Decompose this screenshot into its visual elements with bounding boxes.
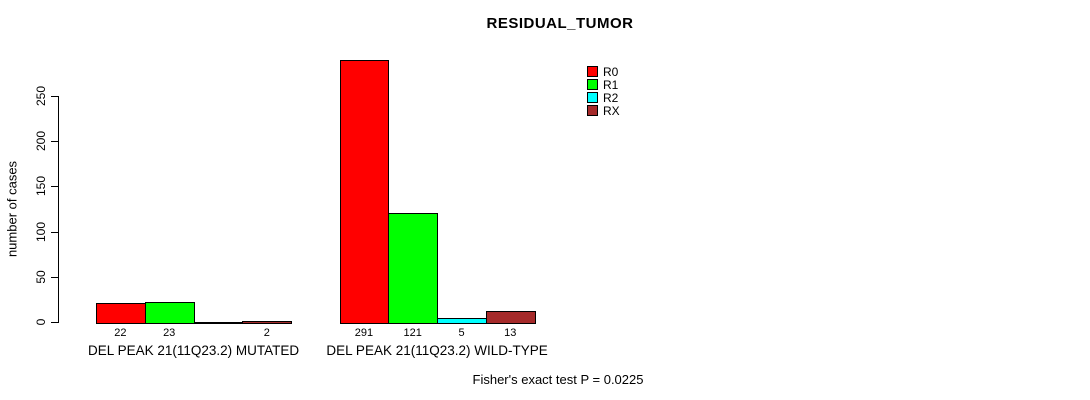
legend-item-r0: R0 [587, 65, 620, 78]
legend-swatch-r2 [587, 92, 598, 103]
x-axis-group-label: DEL PEAK 21(11Q23.2) WILD-TYPE [326, 343, 548, 358]
bar-r1-group1 [144, 302, 195, 324]
y-axis-tick [51, 322, 58, 323]
bar-rx-group2 [485, 311, 536, 324]
legend-item-rx: RX [587, 104, 620, 117]
bar-r2-group2 [437, 318, 487, 324]
legend-label: R0 [603, 64, 619, 79]
bar-value-label: 13 [504, 327, 517, 339]
bar-value-label: 5 [458, 327, 465, 339]
x-axis-group-label: DEL PEAK 21(11Q23.2) MUTATED [88, 343, 300, 358]
y-axis-tick [51, 276, 58, 278]
bar-r0-group2 [339, 59, 390, 324]
legend-label: R2 [603, 90, 619, 105]
bar-r0-group1 [96, 303, 146, 324]
y-axis-tick-label: 150 [34, 176, 48, 197]
legend-item-r2: R2 [587, 91, 620, 104]
legend: R0 R1 R2 RX [587, 65, 620, 117]
bar-value-label: 23 [163, 327, 176, 339]
y-axis-tick-label: 50 [34, 270, 48, 284]
y-axis-tick-label: 250 [34, 85, 48, 106]
chart-title: RESIDUAL_TUMOR [486, 15, 634, 32]
y-axis-tick [51, 231, 58, 233]
bar-value-label: 2 [263, 327, 270, 339]
y-axis-tick [51, 95, 58, 97]
bar-value-label: 121 [403, 327, 422, 339]
bar-value-label: 291 [354, 327, 374, 339]
y-axis-line [58, 96, 59, 323]
legend-item-r1: R1 [587, 78, 620, 91]
legend-label: R1 [603, 77, 619, 92]
fisher-test-pvalue: Fisher's exact test P = 0.0225 [472, 372, 644, 387]
y-axis-tick-label: 200 [34, 130, 48, 152]
legend-label: RX [603, 103, 620, 118]
bar-value-label: 22 [114, 327, 127, 339]
y-axis-tick [51, 186, 58, 188]
legend-swatch-r0 [587, 66, 598, 77]
bar-rx-group1 [242, 321, 293, 324]
bar-r1-group2 [388, 213, 439, 324]
y-axis-tick [51, 141, 58, 142]
y-axis-title: number of cases [4, 160, 20, 258]
legend-swatch-rx [587, 105, 598, 116]
y-axis-tick-label: 0 [34, 318, 48, 326]
legend-swatch-r1 [587, 79, 598, 90]
y-axis-tick-label: 100 [34, 221, 48, 242]
